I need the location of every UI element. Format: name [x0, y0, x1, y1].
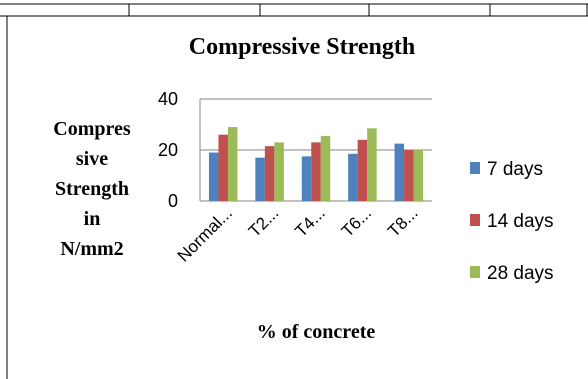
bar-14-days-1: [218, 134, 228, 201]
y-axis-label-line: Strength: [55, 178, 129, 200]
y-axis-label-line: sive: [76, 148, 108, 170]
bar-14-days-4: [357, 139, 368, 201]
chart-title: Compressive Strength: [189, 34, 415, 60]
bar-28-days-2: [274, 142, 284, 201]
bar-7-days-5: [394, 143, 405, 201]
x-category-label: T4...: [291, 203, 328, 240]
x-category-label: T2...: [245, 203, 282, 240]
bar-14-days-5: [404, 150, 414, 201]
legend-swatch: [470, 162, 480, 174]
y-axis-label-line: in: [84, 208, 101, 230]
x-category-label: Normal...: [174, 203, 236, 265]
bar-14-days-2: [264, 146, 275, 201]
y-tick-label: 40: [158, 89, 178, 109]
legend-swatch: [470, 266, 480, 278]
x-axis-label: % of concrete: [257, 321, 376, 343]
bar-7-days-3: [301, 156, 312, 201]
bar-7-days-4: [348, 153, 358, 201]
x-category-label: T6...: [338, 203, 375, 240]
bar-14-days-3: [311, 142, 321, 201]
bar-7-days-2: [255, 157, 265, 201]
bar-28-days-4: [367, 128, 377, 201]
legend-label: 7 days: [487, 159, 543, 180]
legend-label: 14 days: [487, 211, 554, 232]
bar-7-days-1: [208, 152, 219, 201]
y-axis-label-line: N/mm2: [60, 238, 123, 260]
bar-28-days-1: [227, 127, 238, 201]
y-tick-label: 20: [158, 140, 178, 160]
y-tick-label: 0: [168, 191, 178, 211]
legend-label: 28 days: [487, 263, 554, 284]
x-category-label: T8...: [384, 203, 421, 240]
legend-swatch: [470, 214, 480, 226]
bar-28-days-5: [413, 150, 424, 201]
y-axis-label: Compres sive Strength in N/mm2: [53, 118, 131, 260]
y-axis-label-line: Compres: [53, 118, 131, 140]
bar-28-days-3: [320, 135, 331, 201]
